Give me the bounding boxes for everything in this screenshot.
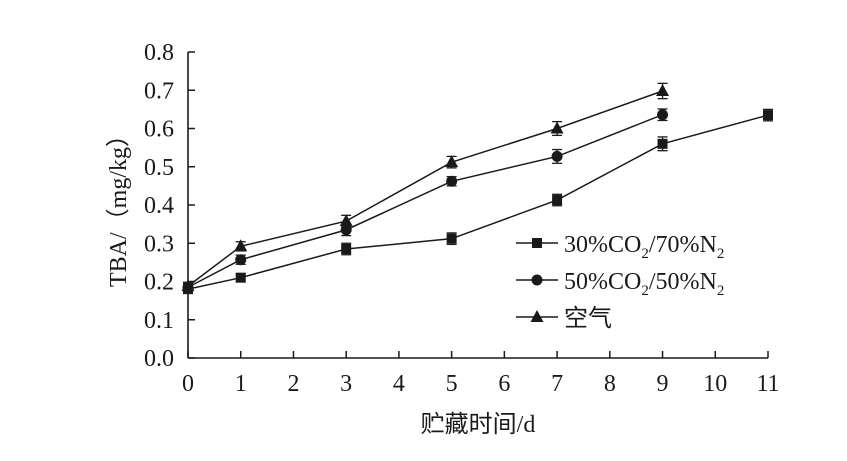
square-marker bbox=[552, 195, 563, 206]
x-tick-label: 6 bbox=[498, 371, 510, 397]
series-line bbox=[187, 90, 663, 287]
triangle-marker bbox=[445, 155, 459, 168]
legend-subscript: 2 bbox=[641, 283, 649, 299]
y-tick-label: 0.4 bbox=[144, 193, 174, 219]
circle-marker bbox=[235, 254, 247, 266]
y-tick-label: 0.2 bbox=[144, 270, 174, 296]
triangle-marker bbox=[530, 310, 544, 322]
legend-subscript: 2 bbox=[717, 246, 725, 262]
x-tick-label: 7 bbox=[551, 371, 563, 397]
legend-label: 50%CO2/50%N2 bbox=[564, 269, 724, 299]
series-2 bbox=[182, 108, 669, 293]
series-line bbox=[187, 114, 663, 288]
axes bbox=[187, 52, 768, 359]
legend-label: 30%CO2/70%N2 bbox=[564, 232, 724, 262]
circle-marker bbox=[657, 109, 669, 121]
x-tick-label: 9 bbox=[657, 371, 669, 397]
legend-text-part: 50%CO bbox=[564, 269, 641, 295]
x-tick-label: 11 bbox=[756, 371, 779, 397]
x-tick-label: 8 bbox=[604, 371, 616, 397]
triangle-marker bbox=[550, 121, 564, 134]
legend-text-part: /50%N bbox=[649, 269, 717, 295]
square-marker bbox=[446, 233, 457, 244]
series-line bbox=[187, 114, 769, 290]
legend-item-1: 30%CO2/70%N2 bbox=[516, 232, 724, 262]
circle-marker bbox=[551, 150, 563, 162]
square-marker bbox=[532, 238, 542, 248]
circle-marker bbox=[531, 274, 543, 286]
legend-subscript: 2 bbox=[717, 283, 725, 299]
circle-marker bbox=[446, 175, 458, 187]
x-tick-label: 1 bbox=[235, 371, 247, 397]
y-tick-label: 0.8 bbox=[144, 40, 174, 66]
y-tick-label: 0.6 bbox=[144, 117, 174, 143]
triangle-marker bbox=[181, 279, 195, 292]
square-marker bbox=[235, 272, 246, 283]
legend-item-3: 空气 bbox=[516, 305, 612, 332]
legend-subscript: 2 bbox=[641, 246, 649, 262]
x-tick-label: 10 bbox=[703, 371, 727, 397]
legend-text-part: 30%CO bbox=[564, 232, 641, 258]
legend-label: 空气 bbox=[564, 305, 612, 332]
square-marker bbox=[341, 243, 352, 254]
series-1 bbox=[183, 108, 773, 295]
legend-text-part: /70%N bbox=[649, 232, 717, 258]
square-marker bbox=[763, 110, 773, 121]
x-tick-label: 4 bbox=[393, 371, 405, 397]
triangle-marker bbox=[234, 239, 248, 252]
legend-item-2: 50%CO2/50%N2 bbox=[516, 269, 724, 299]
triangle-marker bbox=[339, 214, 353, 227]
y-ticks: 0.0 0.1 0.2 0.3 0.4 0.5 0.6 0.7 0.8 bbox=[144, 40, 195, 372]
y-tick-label: 0.1 bbox=[144, 308, 174, 334]
x-tick-label: 0 bbox=[182, 371, 194, 397]
legend-text-part: 空气 bbox=[564, 305, 612, 332]
triangle-marker bbox=[656, 84, 670, 97]
x-tick-label: 2 bbox=[287, 371, 299, 397]
y-axis-title: TBA/（mg/kg） bbox=[106, 123, 132, 287]
x-ticks: 0 1 2 3 4 5 6 7 8 9 10 11 bbox=[182, 351, 780, 397]
series-3 bbox=[181, 82, 670, 292]
x-axis-title: 贮藏时间/d bbox=[421, 411, 536, 438]
x-tick-label: 3 bbox=[340, 371, 352, 397]
y-tick-label: 0.0 bbox=[144, 346, 174, 372]
series bbox=[181, 82, 773, 295]
y-tick-label: 0.5 bbox=[144, 155, 174, 181]
square-marker bbox=[657, 138, 668, 149]
x-tick-label: 5 bbox=[446, 371, 458, 397]
y-tick-label: 0.7 bbox=[144, 78, 174, 104]
y-tick-label: 0.3 bbox=[144, 231, 174, 257]
